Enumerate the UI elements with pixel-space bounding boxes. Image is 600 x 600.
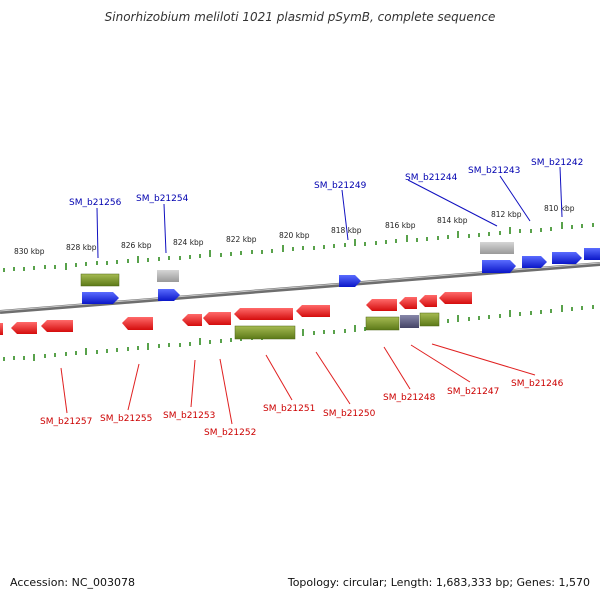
cds-reverse-arrow[interactable] xyxy=(439,292,472,304)
gene-feature[interactable] xyxy=(234,325,296,340)
gene-label[interactable]: SM_b21243 xyxy=(468,166,520,176)
map-title: Sinorhizobium meliloti 1021 plasmid pSym… xyxy=(104,10,496,24)
gene-label[interactable]: SM_b21255 xyxy=(100,414,152,424)
gene-label[interactable]: SM_b21256 xyxy=(69,198,122,208)
scale-label: 822 kbp xyxy=(226,235,257,244)
leader-line xyxy=(96,207,99,259)
cds-forward-arrow[interactable] xyxy=(339,275,361,287)
scale-label: 812 kbp xyxy=(491,210,522,219)
misc-feature[interactable] xyxy=(480,242,514,254)
gene-label[interactable]: SM_b21251 xyxy=(263,404,315,414)
leader-line xyxy=(410,344,471,383)
upper-tick-track xyxy=(3,222,594,272)
cds-reverse-arrow[interactable] xyxy=(366,299,397,311)
gene-label[interactable]: SM_b21247 xyxy=(447,387,499,397)
gene-label[interactable]: SM_b21252 xyxy=(204,428,256,438)
cds-forward-arrow[interactable] xyxy=(82,292,119,304)
sequence-summary: Topology: circular; Length: 1,683,333 bp… xyxy=(287,576,590,589)
misc-feature[interactable] xyxy=(157,270,179,282)
cds-forward-arrow[interactable] xyxy=(552,252,582,264)
scale-label: 820 kbp xyxy=(279,231,310,240)
gene-label[interactable]: SM_b21246 xyxy=(511,379,564,389)
cds-reverse-arrow[interactable] xyxy=(399,297,417,309)
gene-label[interactable]: SM_b21257 xyxy=(40,417,92,427)
scale-label: 816 kbp xyxy=(385,221,416,230)
forward-features xyxy=(80,242,600,304)
cds-reverse-arrow[interactable] xyxy=(296,305,330,317)
gene-label[interactable]: SM_b21253 xyxy=(163,411,215,421)
cds-reverse-arrow[interactable] xyxy=(419,295,437,307)
scale-labels: 830 kbp 828 kbp 826 kbp 824 kbp 822 kbp … xyxy=(14,204,575,256)
gene-label[interactable]: SM_b21249 xyxy=(314,181,367,191)
leader-line xyxy=(190,359,196,408)
scale-label: 814 kbp xyxy=(437,216,468,225)
leader-line xyxy=(559,166,563,218)
cds-reverse-arrow[interactable] xyxy=(234,308,293,320)
cds-reverse-arrow[interactable] xyxy=(122,317,153,330)
scale-label: 824 kbp xyxy=(173,238,204,247)
gene-label[interactable]: SM_b21254 xyxy=(136,194,189,204)
leader-line xyxy=(127,363,140,411)
leader-line xyxy=(265,354,293,401)
leader-line xyxy=(315,351,351,405)
scale-label: 810 kbp xyxy=(544,204,575,213)
pseudo-feature[interactable] xyxy=(400,315,419,328)
bottom-gene-labels: SM_b21257 SM_b21255 SM_b21253 SM_b21252 … xyxy=(40,343,564,438)
scale-label: 828 kbp xyxy=(66,243,97,252)
leader-line xyxy=(60,367,68,414)
sequence-backbone xyxy=(0,262,600,314)
top-gene-labels: SM_b21256 SM_b21254 SM_b21249 SM_b21244 … xyxy=(69,158,583,259)
leader-line xyxy=(431,343,536,376)
scale-label: 830 kbp xyxy=(14,247,45,256)
cds-reverse-arrow[interactable] xyxy=(0,323,3,335)
cds-reverse-arrow[interactable] xyxy=(182,314,202,326)
gene-label[interactable]: SM_b21250 xyxy=(323,409,376,419)
cds-forward-arrow[interactable] xyxy=(522,256,547,268)
cds-forward-arrow[interactable] xyxy=(158,289,180,301)
cds-reverse-arrow[interactable] xyxy=(41,320,73,332)
leader-line xyxy=(499,175,531,222)
gene-feature[interactable] xyxy=(80,273,120,287)
gene-label[interactable]: SM_b21242 xyxy=(531,158,583,168)
gene-label[interactable]: SM_b21248 xyxy=(383,393,436,403)
gene-label[interactable]: SM_b21244 xyxy=(405,173,458,183)
reverse-features xyxy=(0,292,472,340)
leader-line xyxy=(219,358,233,425)
cds-reverse-arrow[interactable] xyxy=(203,312,231,325)
gene-feature[interactable] xyxy=(419,312,440,327)
leader-line xyxy=(407,179,498,227)
leader-line xyxy=(341,189,349,241)
leader-line xyxy=(383,346,411,390)
gene-feature[interactable] xyxy=(365,316,400,331)
cds-forward-arrow[interactable] xyxy=(584,248,600,260)
cds-forward-arrow[interactable] xyxy=(482,260,516,273)
accession-label: Accession: NC_003078 xyxy=(10,576,136,589)
scale-label: 826 kbp xyxy=(121,241,152,250)
cds-reverse-arrow[interactable] xyxy=(11,322,37,334)
leader-line xyxy=(163,203,167,254)
